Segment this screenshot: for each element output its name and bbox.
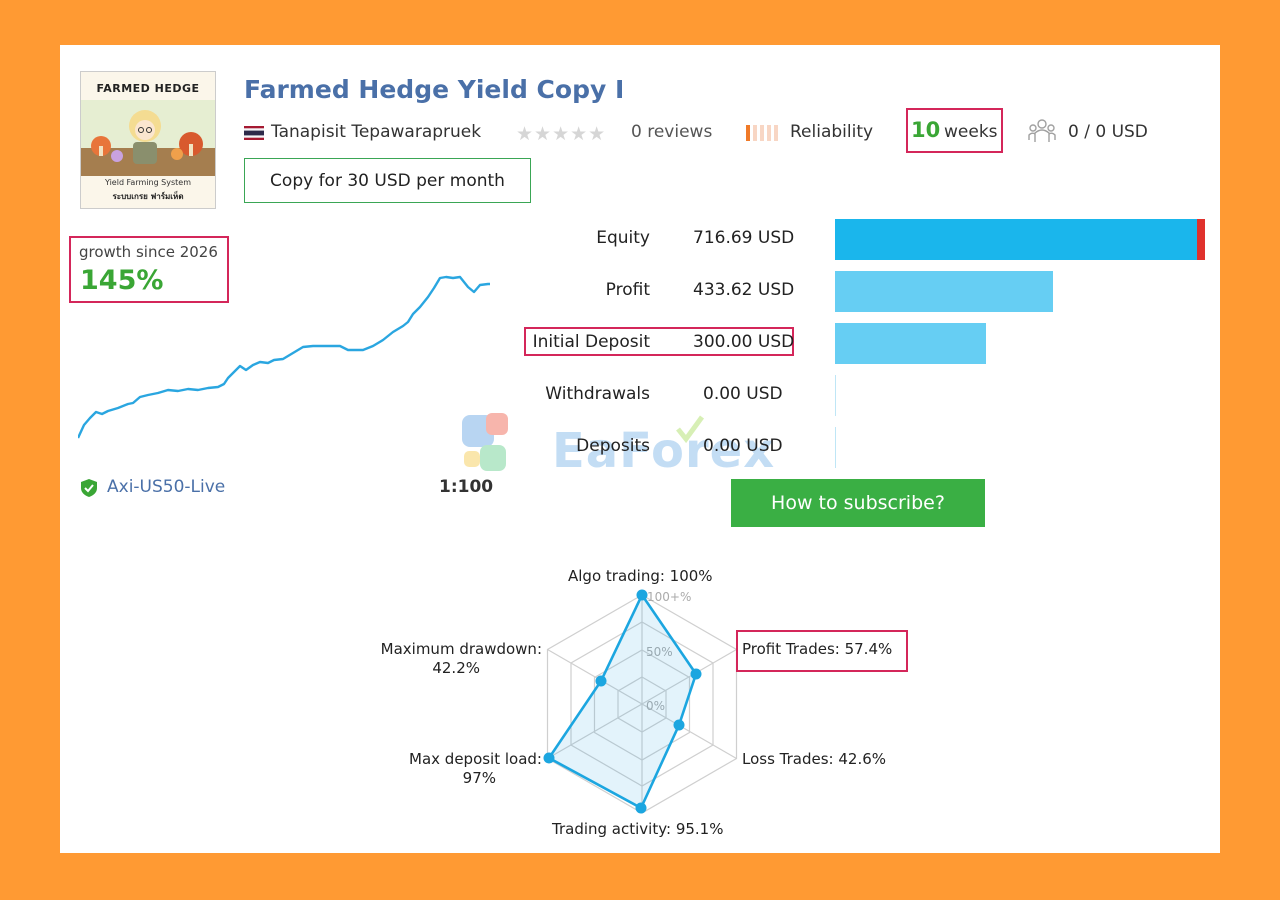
eaforex-watermark-logo [462,413,705,471]
radar-points [543,589,702,814]
radar-point-algo [636,589,648,601]
radar-scale-0: 0% [646,699,665,713]
stat-label-profit: Profit [605,280,650,300]
radar-value-max-deposit-load: 97% [462,769,496,787]
signal-title[interactable]: Farmed Hedge Yield Copy I [244,75,625,104]
signal-card: FARMED HEDGE Yield Farming System ระบบเก… [60,45,1220,853]
radar-point-trading-activity [635,802,647,814]
radar-label-trading-activity: Trading activity: 95.1% [552,820,724,838]
logo-subtitle: Yield Farming System [104,178,192,187]
radar-value-max-drawdown: 42.2% [432,659,480,677]
subscribers-icon [1028,119,1056,142]
radar-label-max-deposit-load: Max deposit load: [409,750,542,768]
radar-scale-100: 100+% [647,590,691,604]
broker-server-link[interactable]: Axi-US50-Live [107,477,226,497]
how-to-subscribe-button[interactable]: How to subscribe? [731,479,985,527]
reliability-label: Reliability [790,122,874,142]
stat-value-withdrawals: 0.00 USD [703,384,783,404]
leverage-value: 1:100 [439,477,494,497]
radar-point-max-deposit-load [543,752,555,764]
growth-label: growth since 2026 [79,243,218,261]
stat-value-initial-deposit: 300.00 USD [693,332,795,352]
logo-illustration [81,100,215,176]
subscribers-value: 0 / 0 USD [1068,122,1148,142]
stat-value-equity: 716.69 USD [693,228,795,248]
growth-value: 145% [80,265,164,296]
radar-scale-50: 50% [646,645,673,659]
watermark-text: EaForex [552,423,776,479]
stat-label-equity: Equity [596,228,650,248]
profit-trades-highlight [736,630,908,672]
deposits-bar [835,427,836,468]
profit-bar [835,271,1053,312]
weeks-value: 10 [911,118,941,142]
radar-point-loss-trades [673,719,685,731]
author-name[interactable]: Tanapisit Tepawarapruek [271,122,482,142]
reviews-count[interactable]: 0 reviews [631,122,713,142]
radar-label-profit-trades: Profit Trades: 57.4% [742,640,893,658]
radar-point-profit-trades [690,668,702,680]
radar-label-loss-trades: Loss Trades: 42.6% [742,750,887,768]
stat-label-withdrawals: Withdrawals [545,384,650,404]
copy-subscription-button[interactable]: Copy for 30 USD per month [244,158,531,203]
withdrawals-bar [835,375,836,416]
radar-label-max-drawdown: Maximum drawdown: [380,640,542,658]
stat-label-initial-deposit: Initial Deposit [532,332,650,352]
weeks-highlight [906,108,1003,153]
initial-deposit-highlight [524,327,794,356]
initial-deposit-bar [835,323,986,364]
radar-chart: 100+% 50% 0% [543,589,738,814]
stat-value-profit: 433.62 USD [693,280,795,300]
verified-shield-icon [81,479,97,497]
thailand-flag-icon [244,126,264,140]
stat-label-deposits: Deposits [576,436,650,456]
growth-highlight [69,236,229,303]
stat-value-deposits: 0.00 USD [703,436,783,456]
signal-logo[interactable]: FARMED HEDGE Yield Farming System ระบบเก… [80,71,216,209]
logo-title: FARMED HEDGE [96,82,200,95]
equity-bar [835,219,1198,260]
reliability-bars-icon [746,125,778,141]
rating-stars-icon: ★★★★★ [516,123,607,145]
radar-point-max-drawdown [595,675,607,687]
weeks-unit: weeks [944,122,998,142]
radar-label-algo-trading: Algo trading: 100% [568,567,713,585]
logo-thai-text: ระบบเกรย ฟาร์มเห็ด [112,192,184,201]
equity-bar-drawdown [1197,219,1205,260]
growth-chart [78,275,490,439]
